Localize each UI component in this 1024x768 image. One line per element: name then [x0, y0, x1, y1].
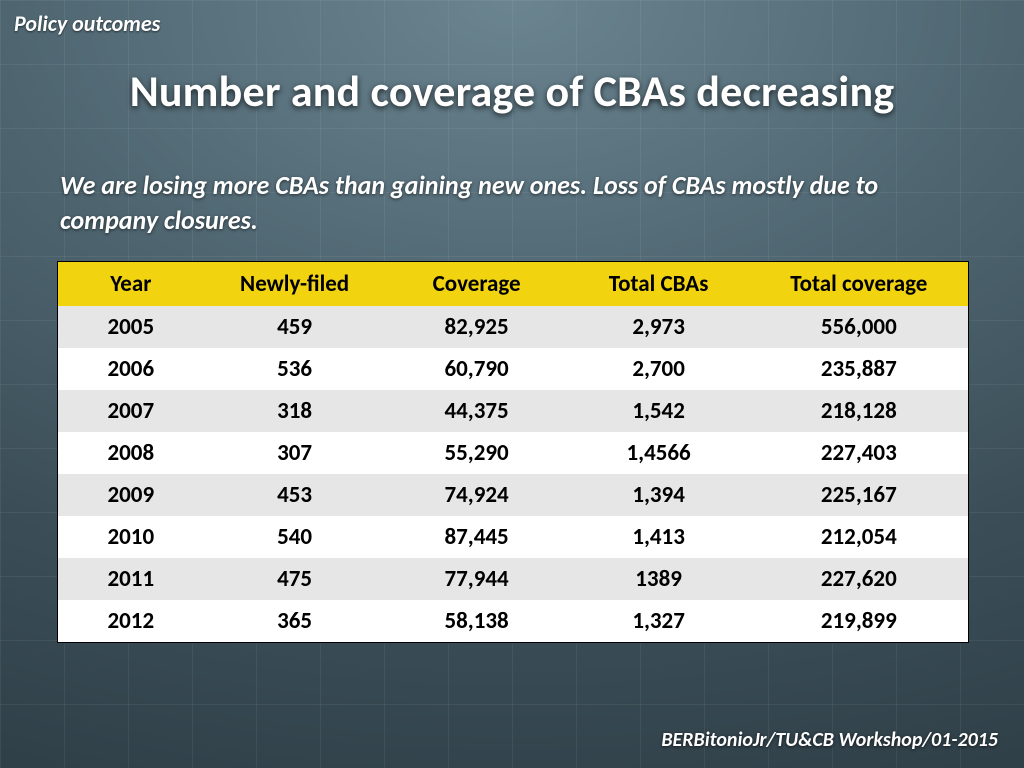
table-cell: 219,899	[750, 600, 968, 642]
table-cell: 74,924	[386, 474, 568, 516]
table-cell: 2009	[58, 474, 204, 516]
table-cell: 2,700	[568, 348, 750, 390]
table-cell: 1,542	[568, 390, 750, 432]
table-cell: 540	[204, 516, 386, 558]
table-row: 200945374,9241,394225,167	[58, 474, 968, 516]
table-row: 201054087,4451,413212,054	[58, 516, 968, 558]
table-cell: 60,790	[386, 348, 568, 390]
table-cell: 2006	[58, 348, 204, 390]
table-cell: 318	[204, 390, 386, 432]
cba-table-head: YearNewly-filedCoverageTotal CBAsTotal c…	[58, 262, 968, 306]
table-row: 201236558,1381,327219,899	[58, 600, 968, 642]
cba-table-body: 200545982,9252,973556,000200653660,7902,…	[58, 306, 968, 642]
slide-subtitle: We are losing more CBAs than gaining new…	[60, 168, 964, 238]
slide: Policy outcomes Number and coverage of C…	[0, 0, 1024, 768]
table-cell: 2010	[58, 516, 204, 558]
table-header-cell: Year	[58, 262, 204, 306]
table-cell: 227,403	[750, 432, 968, 474]
slide-title: Number and coverage of CBAs decreasing	[0, 64, 1024, 118]
table-cell: 2005	[58, 306, 204, 348]
table-cell: 235,887	[750, 348, 968, 390]
table-row: 200731844,3751,542218,128	[58, 390, 968, 432]
table-cell: 227,620	[750, 558, 968, 600]
table-cell: 1,394	[568, 474, 750, 516]
cba-table: YearNewly-filedCoverageTotal CBAsTotal c…	[58, 262, 968, 642]
table-cell: 218,128	[750, 390, 968, 432]
table-cell: 556,000	[750, 306, 968, 348]
slide-footer: BERBitonioJr/TU&CB Workshop/01-2015	[661, 728, 998, 752]
table-cell: 536	[204, 348, 386, 390]
table-cell: 82,925	[386, 306, 568, 348]
table-cell: 475	[204, 558, 386, 600]
table-cell: 58,138	[386, 600, 568, 642]
table-cell: 44,375	[386, 390, 568, 432]
table-cell: 2012	[58, 600, 204, 642]
section-label: Policy outcomes	[14, 10, 160, 37]
table-cell: 87,445	[386, 516, 568, 558]
table-cell: 77,944	[386, 558, 568, 600]
table-cell: 1,327	[568, 600, 750, 642]
cba-table-container: YearNewly-filedCoverageTotal CBAsTotal c…	[58, 262, 968, 642]
table-cell: 1,413	[568, 516, 750, 558]
table-row: 200545982,9252,973556,000	[58, 306, 968, 348]
table-header-row: YearNewly-filedCoverageTotal CBAsTotal c…	[58, 262, 968, 306]
table-cell: 212,054	[750, 516, 968, 558]
table-cell: 459	[204, 306, 386, 348]
table-header-cell: Total CBAs	[568, 262, 750, 306]
table-cell: 2011	[58, 558, 204, 600]
table-cell: 2007	[58, 390, 204, 432]
table-cell: 307	[204, 432, 386, 474]
table-cell: 453	[204, 474, 386, 516]
table-cell: 2008	[58, 432, 204, 474]
table-row: 200830755,2901,4566227,403	[58, 432, 968, 474]
table-row: 200653660,7902,700235,887	[58, 348, 968, 390]
table-cell: 55,290	[386, 432, 568, 474]
table-cell: 1389	[568, 558, 750, 600]
table-row: 201147577,9441389227,620	[58, 558, 968, 600]
table-cell: 1,4566	[568, 432, 750, 474]
table-header-cell: Total coverage	[750, 262, 968, 306]
table-header-cell: Coverage	[386, 262, 568, 306]
table-cell: 2,973	[568, 306, 750, 348]
table-cell: 225,167	[750, 474, 968, 516]
table-header-cell: Newly-filed	[204, 262, 386, 306]
table-cell: 365	[204, 600, 386, 642]
